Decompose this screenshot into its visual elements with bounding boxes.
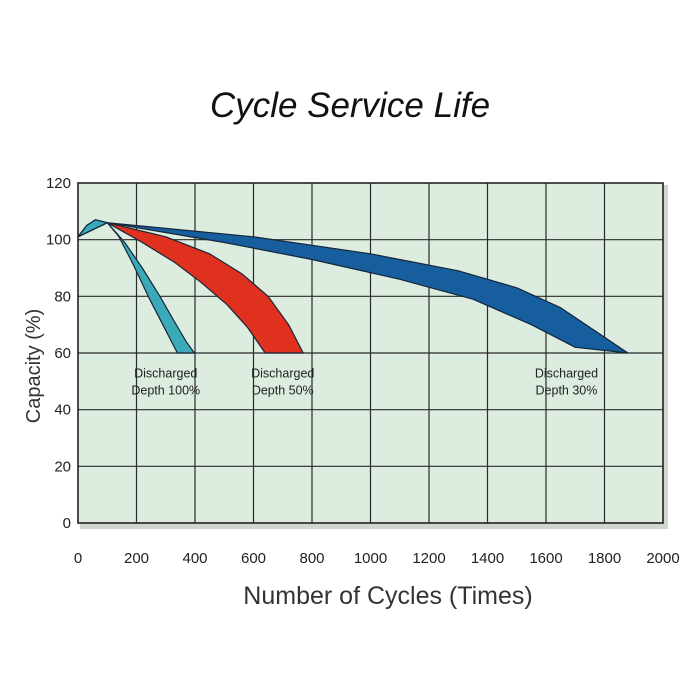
x-tick-label: 1000 xyxy=(354,550,387,567)
y-tick-label: 80 xyxy=(54,288,71,305)
x-tick-label: 2000 xyxy=(646,550,679,567)
x-tick-labels: 0 200 400 600 800 1000 1200 1400 1600 1800 2000 xyxy=(74,550,680,567)
x-tick-label: 1200 xyxy=(412,550,445,567)
y-tick-label: 60 xyxy=(54,345,71,362)
y-tick-label: 20 xyxy=(54,458,71,475)
series-label: Discharged Depth 30% xyxy=(535,366,598,397)
series-label-line: Depth 50% xyxy=(252,383,314,397)
series-label-line: Depth 100% xyxy=(131,383,200,397)
chart-title: Cycle Service Life xyxy=(209,86,491,125)
x-tick-label: 800 xyxy=(299,550,324,567)
series-label-line: Discharged xyxy=(134,366,197,380)
y-axis-label: Capacity (%) xyxy=(23,309,45,423)
x-tick-label: 400 xyxy=(182,550,207,567)
y-tick-label: 40 xyxy=(54,402,71,419)
series-label-line: Depth 30% xyxy=(536,383,598,397)
plot-frame xyxy=(77,182,664,524)
series-label: Discharged Depth 100% xyxy=(131,366,200,397)
series-bands xyxy=(77,219,629,354)
x-axis-label: Number of Cycles (Times) xyxy=(243,582,532,610)
x-tick-label: 600 xyxy=(241,550,266,567)
y-tick-label: 0 xyxy=(63,515,71,532)
y-tick-labels: 0 20 40 60 80 100 120 xyxy=(46,175,71,532)
y-tick-label: 100 xyxy=(46,232,71,249)
series-label: Discharged Depth 50% xyxy=(251,366,314,397)
series-band xyxy=(77,219,195,354)
series-label-line: Discharged xyxy=(251,366,314,380)
y-tick-label: 120 xyxy=(46,175,71,192)
x-tick-label: 0 xyxy=(74,550,82,567)
x-tick-label: 200 xyxy=(124,550,149,567)
x-tick-label: 1800 xyxy=(588,550,621,567)
x-tick-label: 1400 xyxy=(471,550,504,567)
series-label-line: Discharged xyxy=(535,366,598,380)
x-tick-label: 1600 xyxy=(529,550,562,567)
